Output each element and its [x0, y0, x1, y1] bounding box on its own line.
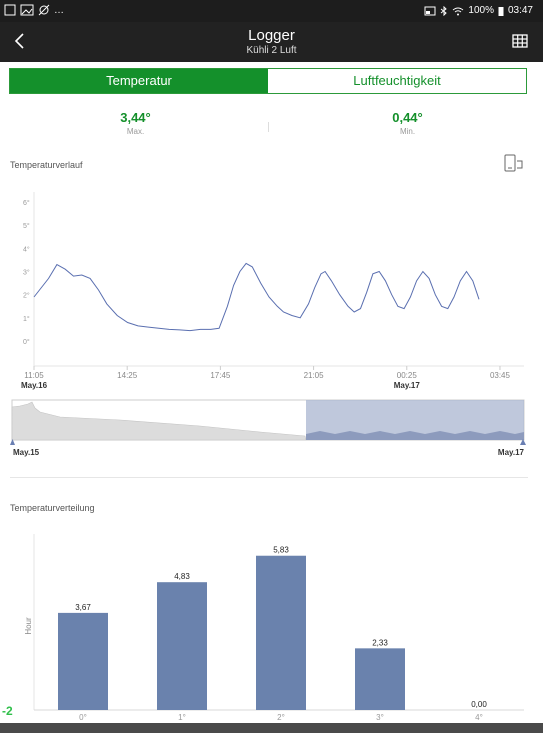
bar — [256, 555, 306, 710]
navigator-selection-area — [306, 431, 524, 440]
line-chart-y-ticks: 0° 1° 2° 3° 4° 5° 6° — [23, 199, 30, 346]
bar-category-label: 1° — [178, 713, 186, 722]
line-chart-axes — [33, 192, 524, 367]
section-divider — [10, 477, 528, 478]
tab-temperatur[interactable]: Temperatur — [10, 69, 268, 93]
x-tick-label: 03:45 — [490, 371, 511, 380]
page-subtitle: Kühli 2 Luft — [246, 45, 297, 56]
y-tick-label: 6° — [23, 199, 30, 207]
chevron-left-icon[interactable] — [10, 30, 32, 52]
bar-value-label: 2,33 — [372, 638, 388, 647]
navigator-area — [11, 401, 307, 441]
bar — [355, 648, 405, 710]
wifi-icon — [453, 7, 464, 15]
min-label: Min. — [399, 127, 416, 136]
temperature-series-line — [33, 262, 480, 332]
bottom-strip — [0, 723, 543, 733]
history-title: Temperaturverlauf — [10, 160, 83, 170]
bar-chart-bars — [58, 555, 405, 710]
bar — [58, 612, 108, 710]
tab-luftfeuchtigkeit[interactable]: Luftfeuchtigkeit — [268, 69, 526, 93]
wireless-off-icon — [38, 4, 50, 16]
tab-bar: Temperatur Luftfeuchtigkeit — [9, 68, 527, 94]
distribution-title: Temperaturverteilung — [10, 503, 95, 513]
notification-icon — [4, 4, 16, 16]
bluetooth-icon — [441, 5, 448, 16]
navigator-left-handle[interactable] — [10, 439, 15, 445]
app-bar: Logger Kühli 2 Luft — [0, 22, 543, 62]
y-tick-label: 5° — [23, 222, 30, 230]
y-tick-label: 4° — [23, 245, 30, 253]
bar-value-label: 5,83 — [273, 546, 289, 555]
status-bar: … 100% 03:47 — [0, 0, 543, 22]
stats-panel: 3,44° Max. 0,44° Min. — [0, 110, 543, 142]
temperature-line-chart: 0° 1° 2° 3° 4° 5° 6° 11:05 14:25 17:45 21:05 00:25… — [21, 192, 524, 390]
x-tick-label: 21:05 — [304, 371, 325, 380]
bar-category-label: 2° — [277, 713, 285, 722]
page-title: Logger — [248, 27, 295, 44]
max-value: 3,44° — [120, 110, 151, 125]
bar-chart-category-labels: 0° 1° 2° 3° 4° — [79, 713, 483, 722]
x-tick-label: 00:25 — [397, 371, 418, 380]
cast-icon — [424, 6, 436, 15]
battery-level: 100% — [468, 5, 494, 16]
bar-category-label: 3° — [376, 713, 384, 722]
stats-divider — [268, 122, 269, 132]
y-tick-label: 2° — [23, 292, 30, 300]
bar-chart-y-axis-label: Hour — [24, 617, 33, 635]
stat-max: 3,44° Max. — [0, 110, 271, 136]
y-tick-label: 3° — [23, 269, 30, 277]
y-tick-label: 0° — [23, 338, 30, 346]
clock: 03:47 — [507, 5, 533, 16]
navigator-start-label: May.15 — [13, 448, 40, 457]
image-icon — [20, 4, 34, 16]
bar-chart-value-labels: 3,67 4,83 5,83 2,33 0,00 — [75, 546, 487, 709]
x-date-label: May.16 — [21, 381, 48, 390]
y-tick-label: 1° — [23, 315, 30, 323]
navigator-right-handle[interactable] — [520, 439, 526, 445]
bar-category-label: 4° — [475, 713, 483, 722]
x-tick-label: 17:45 — [210, 371, 231, 380]
bar-value-label: 0,00 — [471, 700, 487, 709]
stat-min: 0,44° Min. — [272, 110, 543, 136]
line-chart-date-labels: May.16 May.17 — [21, 381, 420, 390]
bar — [157, 582, 207, 710]
table-grid-icon[interactable] — [511, 32, 529, 50]
max-label: Max. — [126, 127, 145, 136]
temperature-distribution-bar-chart: 3,67 4,83 5,83 2,33 0,00 0° 1° 2° 3° 4° Hour — [24, 534, 524, 722]
battery-icon — [498, 6, 504, 16]
status-overflow: … — [54, 4, 64, 16]
corner-badge: -2 — [2, 704, 13, 718]
bar-value-label: 4,83 — [174, 572, 190, 581]
status-bar-left: … — [4, 4, 64, 16]
status-bar-right: 100% 03:47 — [424, 5, 533, 16]
x-tick-label: 11:05 — [24, 371, 44, 380]
x-date-label: May.17 — [394, 381, 421, 390]
min-value: 0,44° — [392, 110, 423, 125]
device-rotate-icon[interactable] — [504, 154, 524, 172]
bar-category-label: 0° — [79, 713, 87, 722]
x-tick-label: 14:25 — [117, 371, 138, 380]
range-navigator[interactable]: May.15 May.17 — [0, 398, 543, 460]
line-chart-x-ticks: 11:05 14:25 17:45 21:05 00:25 03:45 — [24, 366, 511, 380]
navigator-end-label: May.17 — [498, 448, 525, 457]
bar-value-label: 3,67 — [75, 603, 91, 612]
